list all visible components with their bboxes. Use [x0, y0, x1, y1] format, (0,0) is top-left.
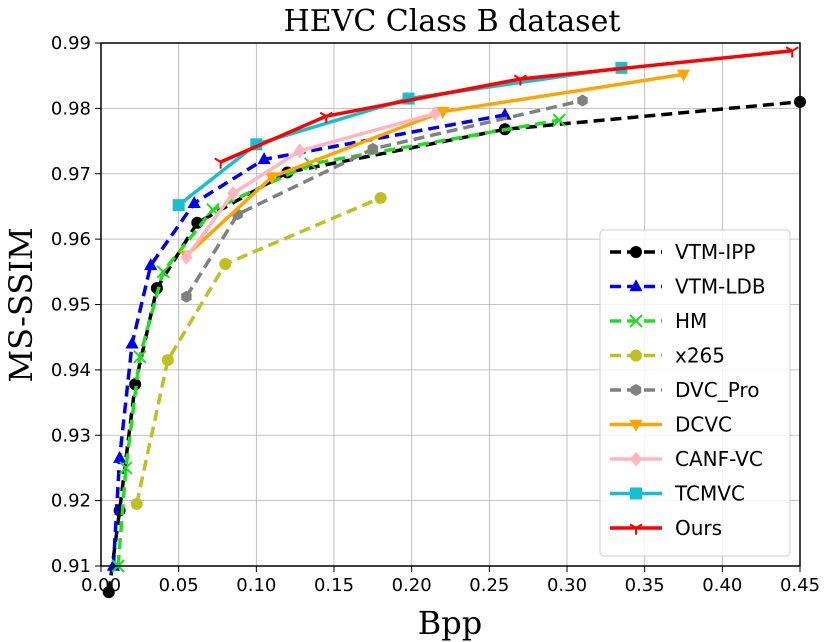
data-point-tcmvc [172, 199, 185, 212]
y-tick-label: 0.96 [51, 229, 91, 250]
y-tick-label: 0.98 [51, 98, 91, 119]
data-point-x265 [374, 191, 387, 204]
legend-marker-canf-vc [630, 451, 642, 467]
x-tick-label: 0.40 [702, 575, 742, 596]
data-point-dcvc [436, 106, 450, 119]
legend-label-dvc-pro: DVC_Pro [675, 378, 759, 402]
series-vtm-ldb [106, 107, 512, 571]
legend-marker-tcmvc [630, 487, 642, 500]
x-tick-label: 0.00 [81, 575, 121, 596]
series-line-tcmvc [177, 66, 622, 207]
legend-marker-dvc-pro [630, 384, 642, 396]
series-line-canf-vc [184, 111, 436, 259]
legend-marker-ours [629, 523, 643, 535]
legend-label-hm: HM [675, 309, 707, 333]
data-point-vtm-ldb [257, 152, 271, 165]
x-tick-label: 0.35 [625, 575, 665, 596]
data-point-vtm-ipp [129, 378, 142, 391]
x-tick-label: 0.10 [236, 575, 276, 596]
data-point-tcmvc [250, 138, 263, 151]
y-tick-label: 0.95 [51, 295, 91, 316]
data-point-vtm-ldb [113, 450, 127, 463]
legend-label-vtm-ipp: VTM-IPP [675, 240, 755, 264]
data-point-x265 [161, 354, 174, 367]
data-point-dvc-pro [181, 290, 192, 303]
data-point-hm [156, 265, 170, 279]
data-point-canf-vc [428, 106, 441, 122]
series-line-hm [116, 118, 560, 567]
legend-label-tcmvc: TCMVC [674, 482, 745, 506]
data-point-x265 [130, 497, 143, 510]
data-point-vtm-ldb [125, 336, 139, 349]
y-tick-label: 0.99 [51, 33, 91, 54]
data-point-vtm-ldb [187, 195, 201, 208]
data-point-ours [214, 157, 228, 169]
y-axis-label: MS-SSIM [2, 227, 40, 382]
series-x265 [130, 191, 387, 510]
series-line-dvc-pro [184, 98, 583, 298]
data-point-dvc-pro [367, 142, 378, 155]
series-line-vtm-ldb [111, 113, 506, 567]
y-tick-label: 0.93 [51, 425, 91, 446]
legend-marker-vtm-ipp [630, 246, 642, 258]
legend-label-dcvc: DCVC [675, 413, 732, 437]
data-point-vtm-ldb [498, 107, 512, 120]
data-point-canf-vc [227, 185, 240, 201]
y-tick-label: 0.92 [51, 491, 91, 512]
x-tick-label: 0.30 [547, 575, 587, 596]
y-tick-label: 0.97 [51, 164, 91, 185]
series-layer [102, 46, 806, 599]
legend-label-vtm-ldb: VTM-LDB [675, 275, 766, 299]
x-tick-label: 0.25 [469, 575, 509, 596]
y-tick-label: 0.94 [51, 360, 91, 381]
legend-label-canf-vc: CANF-VC [675, 447, 763, 471]
series-hm [111, 113, 566, 573]
y-tick-label: 0.91 [51, 556, 91, 577]
data-point-hm [119, 461, 133, 475]
legend: VTM-IPP VTM-LDB HM x265 DVC_Pro DCVC CANF-VC TC… [599, 229, 791, 557]
data-point-ours [785, 46, 799, 58]
data-point-canf-vc [180, 249, 193, 265]
data-point-dcvc [676, 69, 691, 82]
series-ours [214, 46, 799, 169]
legend-label-x265: x265 [675, 344, 725, 368]
series-line-x265 [134, 196, 382, 505]
series-canf-vc [180, 106, 441, 265]
x-tick-label: 0.05 [159, 575, 199, 596]
x-tick-label: 0.20 [392, 575, 432, 596]
legend-box [599, 229, 791, 557]
data-point-ours [513, 74, 527, 86]
legend-marker-hm [629, 314, 643, 328]
legend-label-ours: Ours [675, 516, 722, 540]
data-point-ours [319, 111, 333, 123]
legend-marker-x265 [630, 349, 642, 362]
legend-marker-vtm-ldb [629, 279, 643, 292]
data-point-hm [552, 113, 566, 127]
x-tick-label: 0.15 [314, 575, 354, 596]
data-point-x265 [219, 257, 232, 270]
x-tick-label: 0.45 [780, 575, 820, 596]
data-point-vtm-ipp [102, 586, 115, 599]
chart-title: HEVC Class B dataset [284, 4, 621, 39]
data-point-dcvc [265, 172, 279, 185]
data-point-vtm-ldb [144, 258, 158, 271]
ticks: 0.00 0.05 0.10 0.15 0.20 0.25 0.30 0.35 0.40 0.45… [51, 33, 820, 596]
data-point-canf-vc [293, 143, 306, 159]
legend-marker-dcvc [629, 419, 643, 432]
data-point-hm [133, 350, 147, 364]
series-line-ours [219, 49, 793, 164]
x-axis-label: Bpp [418, 604, 482, 642]
series-line-dcvc [185, 72, 684, 257]
data-point-dvc-pro [577, 94, 588, 107]
